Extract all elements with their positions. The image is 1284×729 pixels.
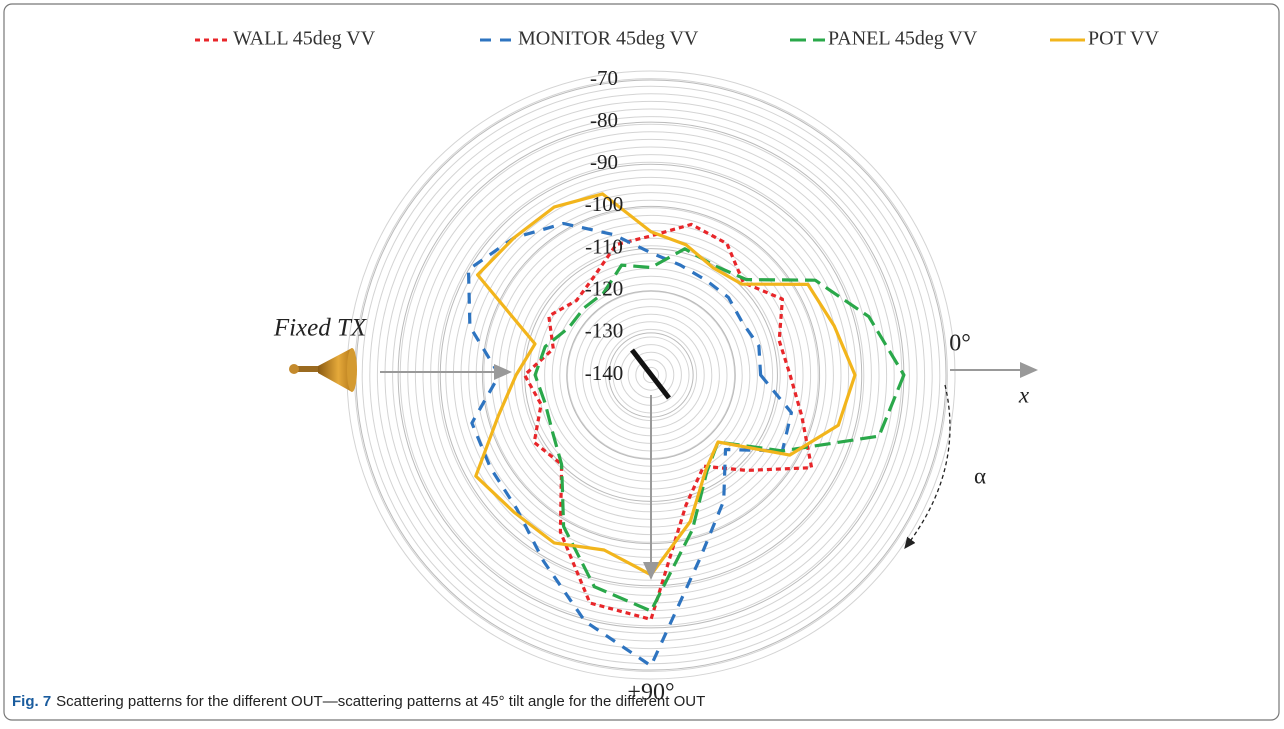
r-tick-label: -90 [590,150,618,174]
annotation: x [1018,382,1030,407]
r-tick-label: -80 [590,108,618,132]
r-tick-label: -120 [585,277,624,301]
legend-label: MONITOR 45deg VV [518,28,699,50]
legend: WALL 45deg VV MONITOR 45deg VV PANEL 45deg… [195,28,1160,50]
theta-label: 0° [949,331,971,357]
legend-label: POT VV [1088,28,1160,50]
legend-label: PANEL 45deg VV [828,28,978,50]
minor-ring [361,85,941,665]
caption-text: Scattering patterns for the different OU… [56,693,705,710]
r-tick-label: -140 [585,361,624,385]
annotation: Fixed TX [273,315,368,342]
minor-ring [392,116,910,634]
minor-ring [414,138,888,612]
annotation: α [974,463,986,488]
object-bar [630,348,671,400]
horn-antenna [289,348,357,392]
radial-ticks: -70 -80 -90 -100 -110 -120 -130 -140 [585,66,624,385]
minor-ring [642,366,660,384]
minor-ring [422,146,880,604]
minor-ring [635,359,667,391]
series-line [474,192,857,577]
caption: Fig. 7 Scattering patterns for the differ… [12,693,705,710]
theta-label: +90° [627,680,674,706]
r-tick-label: -70 [590,66,618,90]
caption-label: Fig. 7 [12,693,51,710]
r-tick-label: -100 [585,192,624,216]
minor-ring [399,123,903,627]
minor-ring [384,108,918,642]
grid-ring [439,163,863,587]
r-tick-label: -130 [585,319,624,343]
minor-ring [437,161,865,589]
minor-ring [369,93,933,657]
r-tick-label: -110 [585,234,623,258]
minor-ring [430,154,872,596]
minor-ring [376,100,926,650]
legend-label: WALL 45deg VV [233,28,376,50]
